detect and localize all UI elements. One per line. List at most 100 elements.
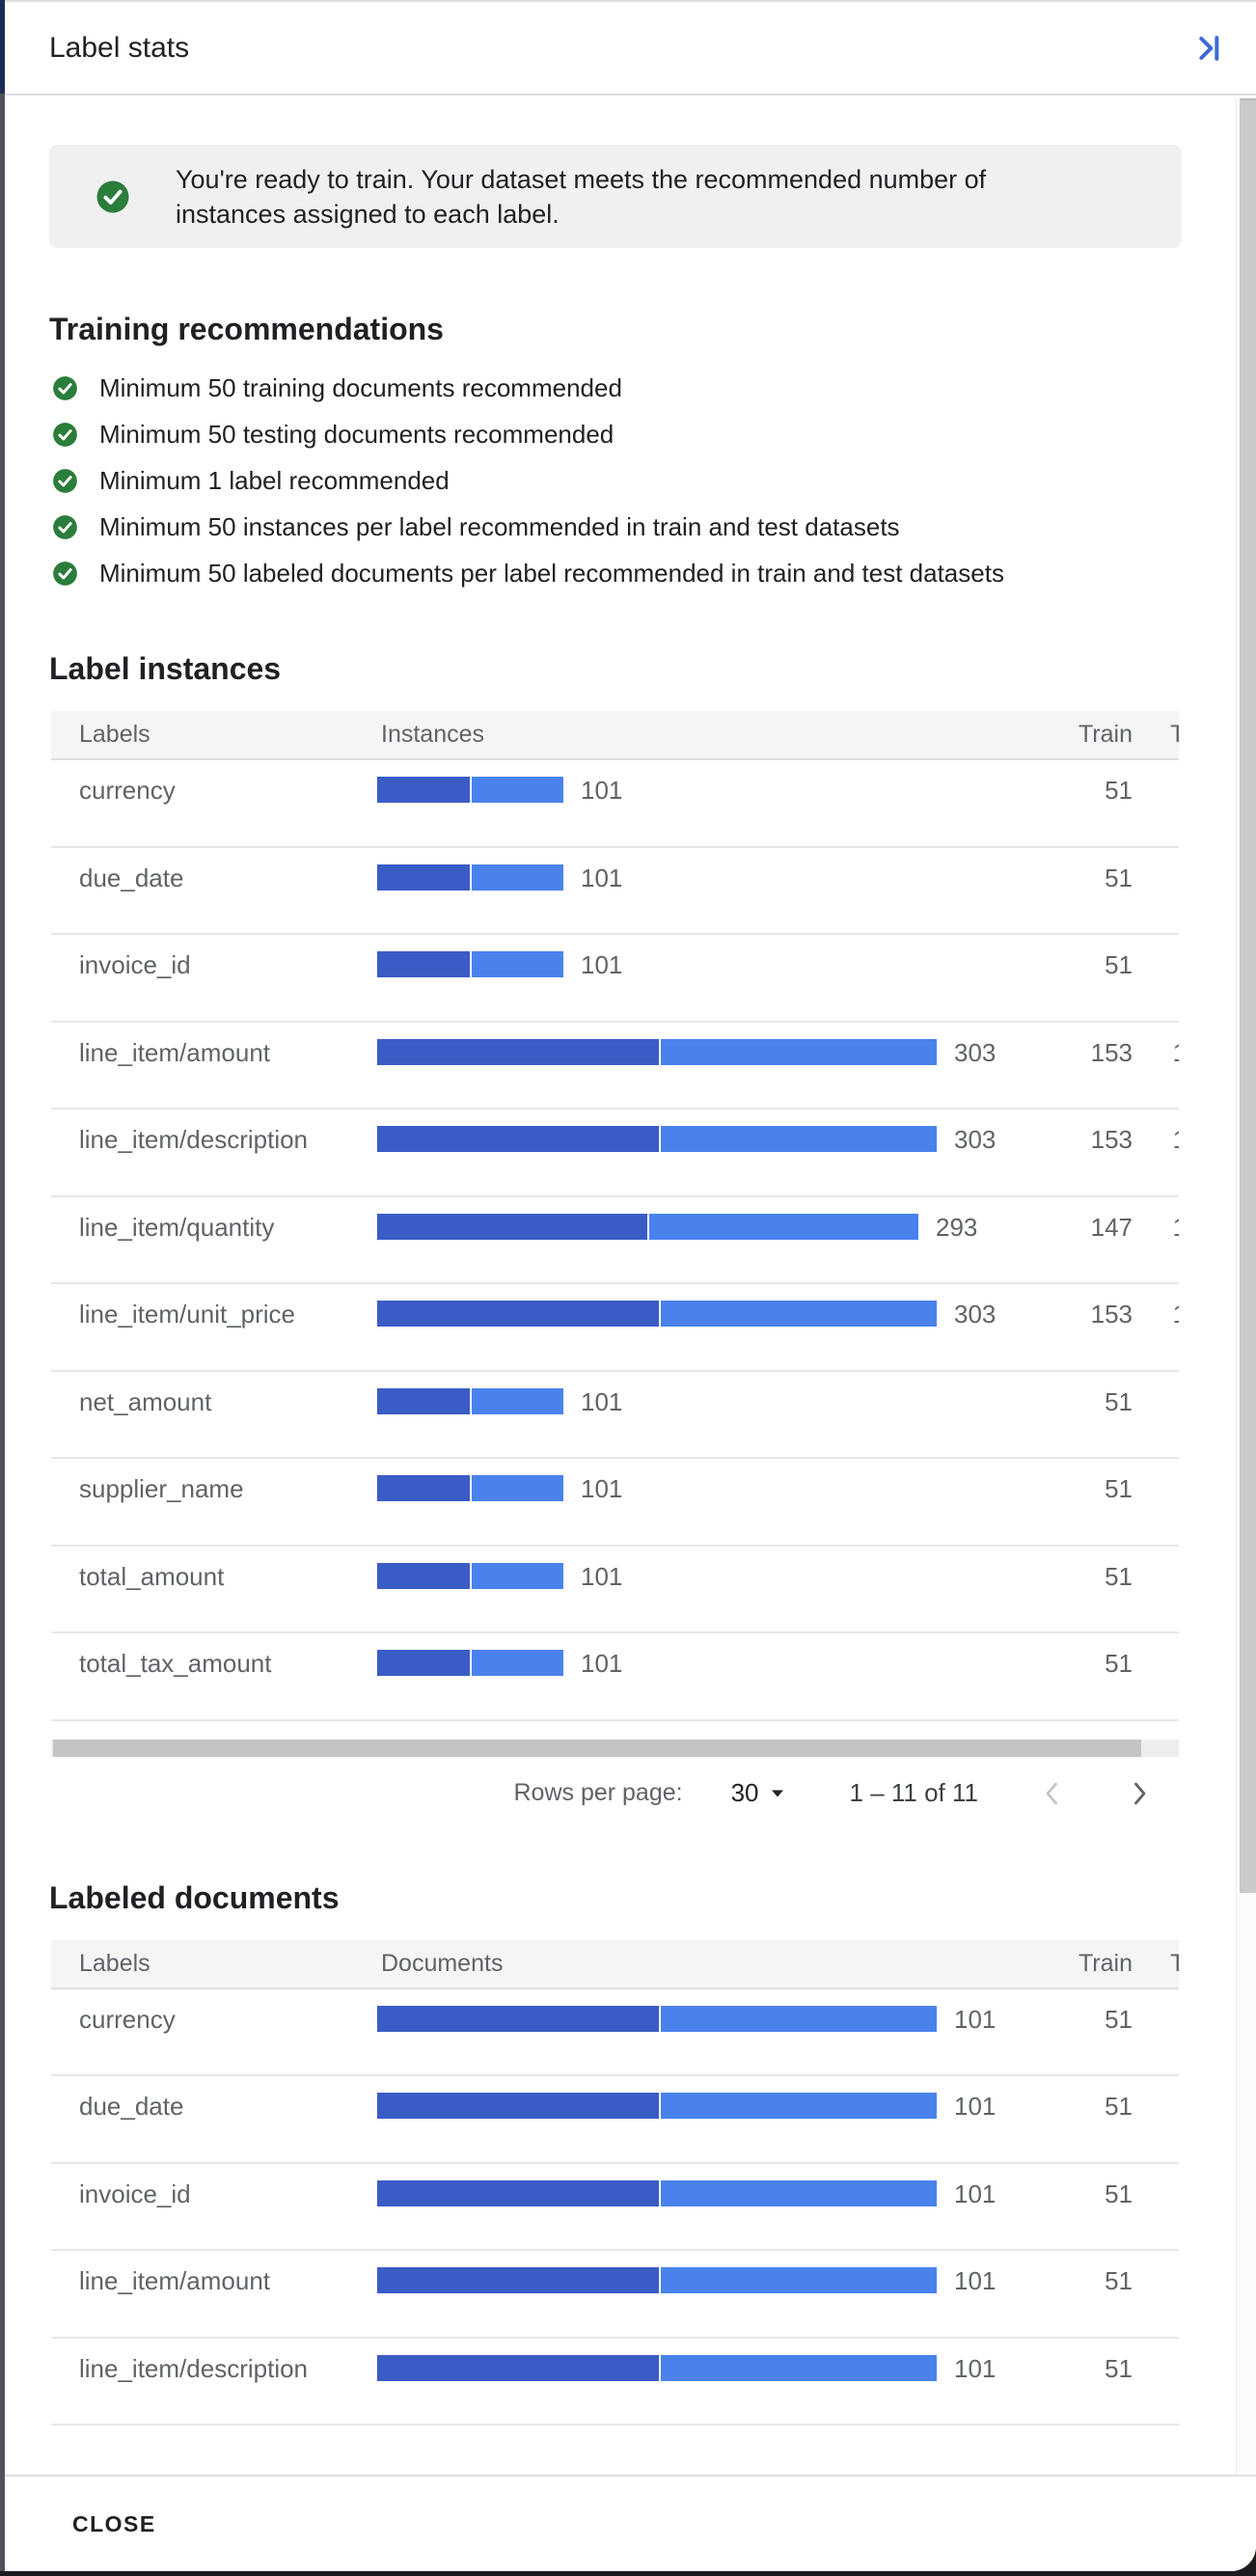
column-header-labels: Labels <box>79 721 150 748</box>
bar-train-segment <box>377 863 470 891</box>
table-row: total_amount 101 51 50 <box>51 1546 1179 1633</box>
column-header-metric: Instances <box>381 721 485 748</box>
row-label: line_item/amount <box>79 2266 270 2295</box>
row-total-count: 101 <box>581 1561 623 1591</box>
check-circle-icon <box>52 561 78 587</box>
labeled-documents-table: Labels Documents Train Test currency 101… <box>51 1939 1179 2425</box>
column-header-train: Train <box>1078 1949 1133 1977</box>
bar-test-segment <box>472 1387 563 1414</box>
label-instances-heading: Label instances <box>49 651 282 686</box>
recommendation-item: Minimum 50 testing documents recommended <box>52 411 1256 457</box>
recommendation-text: Minimum 50 training documents recommende… <box>99 372 622 402</box>
bar-test-segment <box>472 777 563 803</box>
row-total-count: 303 <box>954 1125 997 1154</box>
table-row: due_date 101 51 50 <box>51 847 1179 935</box>
bar-train-segment <box>377 1475 470 1501</box>
recommendation-text: Minimum 50 testing documents recommended <box>99 419 614 449</box>
table-row: net_amount 101 51 50 <box>51 1371 1179 1459</box>
vertical-scrollbar-thumb[interactable] <box>1240 98 1256 1893</box>
recommendation-text: Minimum 50 labeled documents per label r… <box>99 558 1004 588</box>
row-train-count: 51 <box>1105 950 1133 979</box>
bar-train-segment <box>377 1038 659 1065</box>
table-row: currency 101 51 50 <box>51 760 1179 848</box>
table-row: line_item/unit_price 303 153 150 <box>51 1284 1179 1372</box>
column-header-labels: Labels <box>79 1949 150 1977</box>
stacked-bar <box>377 2093 937 2119</box>
row-label: line_item/unit_price <box>79 1300 296 1329</box>
row-train-count: 51 <box>1105 2004 1133 2034</box>
table-body: currency 101 51 50 due_date 101 51 50 in… <box>51 760 1179 1721</box>
row-total-count: 293 <box>936 1212 978 1242</box>
row-train-count: 51 <box>1105 863 1133 892</box>
row-train-count: 51 <box>1105 2092 1133 2121</box>
row-train-count: 51 <box>1105 2179 1133 2208</box>
bar-test-segment <box>661 1038 937 1065</box>
row-train-count: 153 <box>1090 1037 1133 1067</box>
dock-to-right-icon[interactable] <box>1188 29 1227 68</box>
recommendation-item: Minimum 50 training documents recommende… <box>52 365 1256 411</box>
training-recommendations-heading: Training recommendations <box>49 312 444 346</box>
row-train-count: 51 <box>1105 1474 1133 1503</box>
stacked-bar <box>377 1562 563 1589</box>
table-header-row: Labels Instances Train Test <box>51 711 1179 760</box>
bar-train-segment <box>377 1650 470 1676</box>
rows-per-page-label: Rows per page: <box>513 1779 683 1806</box>
bar-test-segment <box>661 1126 937 1152</box>
bar-train-segment <box>377 951 470 977</box>
stacked-bar <box>377 1213 918 1240</box>
horizontal-scrollbar-thumb[interactable] <box>53 1739 1141 1757</box>
row-total-count: 101 <box>581 1649 623 1678</box>
check-circle-icon <box>52 422 78 448</box>
pagination-range: 1 – 11 of 11 <box>849 1778 978 1807</box>
row-total-count: 101 <box>581 1386 623 1416</box>
bar-test-segment <box>661 2267 937 2293</box>
ready-to-train-banner: You're ready to train. Your dataset meet… <box>49 145 1182 248</box>
close-button[interactable]: CLOSE <box>61 2504 168 2545</box>
stacked-bar <box>377 2005 937 2032</box>
stacked-bar <box>377 863 563 891</box>
bar-train-segment <box>377 2179 659 2206</box>
horizontal-scrollbar[interactable] <box>51 1739 1179 1757</box>
caret-down-icon <box>771 1789 784 1798</box>
row-label: line_item/amount <box>79 1037 270 1067</box>
stacked-bar <box>377 1301 937 1327</box>
row-label: line_item/description <box>79 1125 309 1154</box>
panel-header: Label stats <box>5 2 1256 96</box>
table-header-row: Labels Documents Train Test <box>51 1939 1179 1989</box>
bar-train-segment <box>377 777 470 803</box>
row-label: invoice_id <box>79 2179 191 2208</box>
row-train-count: 51 <box>1105 776 1133 805</box>
stacked-bar <box>377 2267 937 2293</box>
bar-test-segment <box>472 1562 563 1589</box>
chevron-left-icon[interactable] <box>1036 1777 1069 1810</box>
row-train-count: 153 <box>1090 1125 1133 1154</box>
table-row: invoice_id 101 51 50 <box>51 935 1179 1023</box>
table-row: supplier_name 101 51 50 <box>51 1459 1179 1547</box>
table-row: line_item/amount 303 153 150 <box>51 1022 1179 1110</box>
table-row: invoice_id 101 51 50 <box>51 2163 1179 2251</box>
stacked-bar <box>377 1387 563 1414</box>
rows-per-page-select[interactable]: 30 <box>731 1778 784 1808</box>
chevron-right-icon[interactable] <box>1123 1777 1156 1810</box>
table-row: line_item/description 101 51 50 <box>51 2338 1179 2425</box>
bar-test-segment <box>472 863 563 891</box>
row-label: due_date <box>79 863 184 892</box>
column-header-test-clipped: Test <box>1170 711 1179 758</box>
page-title: Label stats <box>49 31 190 64</box>
stacked-bar <box>377 777 563 803</box>
recommendation-text: Minimum 50 instances per label recommend… <box>99 511 900 541</box>
table-row: line_item/description 303 153 150 <box>51 1110 1179 1197</box>
check-circle-icon <box>52 514 78 540</box>
row-test-count-clipped: 150 <box>1173 1125 1179 1154</box>
row-label: total_tax_amount <box>79 1649 272 1678</box>
row-label: line_item/quantity <box>79 1212 275 1242</box>
bar-test-segment <box>649 1213 918 1240</box>
check-circle-icon <box>52 468 78 494</box>
row-test-count-clipped: 150 <box>1173 1300 1179 1329</box>
bar-test-segment <box>472 951 563 977</box>
table-body: currency 101 51 50 due_date 101 51 50 in… <box>51 1988 1179 2425</box>
bar-train-segment <box>377 2093 659 2119</box>
table-row: line_item/quantity 293 147 146 <box>51 1196 1179 1284</box>
row-total-count: 101 <box>581 1474 623 1503</box>
vertical-scrollbar[interactable] <box>1236 97 1256 2477</box>
